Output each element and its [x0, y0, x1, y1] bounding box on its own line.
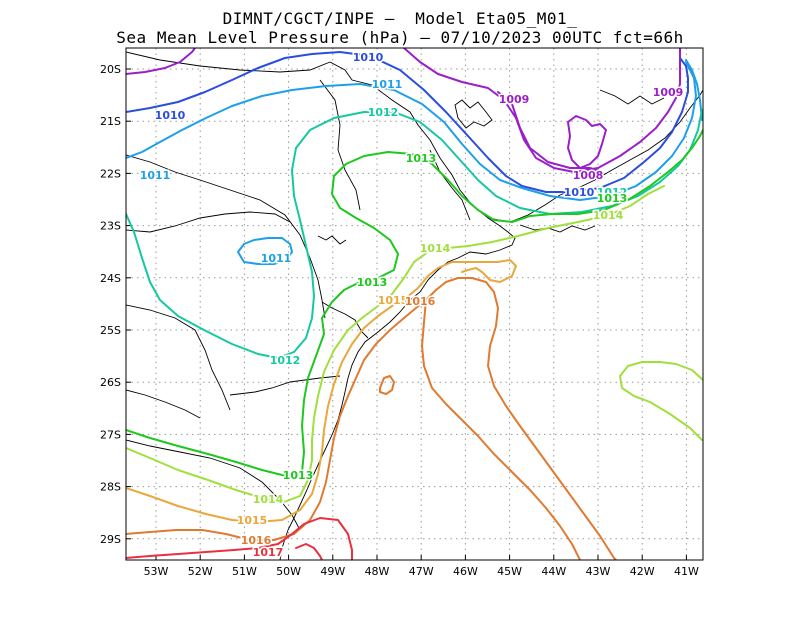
isobar-1010	[126, 51, 689, 193]
contour-label: 1013	[597, 192, 628, 205]
isobar-1017-inner	[295, 543, 323, 560]
contour-label: 1010	[353, 51, 384, 64]
lat-tick-label: 29S	[100, 533, 121, 546]
isobar-1011-east	[685, 59, 703, 121]
contour-label: 1015	[237, 514, 268, 527]
contour-label: 1017	[253, 546, 284, 559]
map-frame	[125, 47, 704, 561]
isobar-1016-loop	[379, 375, 395, 395]
contour-label: 1014	[420, 242, 451, 255]
contour-label: 1016	[241, 534, 272, 547]
lat-tick-label: 26S	[100, 376, 121, 389]
map-subtitle: Sea Mean Level Pressure (hPa) – 07/10/20…	[116, 28, 684, 47]
lon-tick-label: 43W	[586, 565, 611, 578]
lon-tick-label: 44W	[541, 565, 566, 578]
lat-tick-label: 28S	[100, 481, 121, 494]
lon-tick-label: 42W	[630, 565, 655, 578]
contour-label: 1011	[372, 78, 403, 91]
lon-tick-label: 52W	[188, 565, 213, 578]
latitude-labels: 20S 21S 22S 23S 24S 25S 26S 27S 28S 29S	[100, 63, 121, 546]
lon-tick-label: 49W	[320, 565, 345, 578]
isobar-1014-east	[619, 361, 703, 441]
contour-label: 1010	[564, 186, 595, 199]
lon-tick-label: 47W	[409, 565, 434, 578]
contour-label: 1013	[357, 276, 388, 289]
contour-label: 1014	[253, 493, 284, 506]
isobar-1013	[126, 129, 703, 477]
lon-tick-label: 45W	[497, 565, 522, 578]
lat-tick-label: 20S	[100, 63, 121, 76]
lon-tick-label: 41W	[674, 565, 699, 578]
lon-tick-label: 51W	[232, 565, 257, 578]
contour-label: 1014	[593, 209, 624, 222]
contour-label: 1012	[368, 106, 399, 119]
isobar-1015	[126, 259, 517, 523]
contour-label: 1011	[261, 252, 292, 265]
lat-tick-label: 23S	[100, 220, 121, 233]
lon-tick-label: 48W	[365, 565, 390, 578]
coastline-borders	[126, 51, 703, 560]
lon-tick-label: 53W	[144, 565, 169, 578]
isobar-1017	[126, 517, 353, 560]
isobar-1009-loop	[567, 115, 607, 169]
lat-tick-label: 25S	[100, 324, 121, 337]
isobar-1008	[497, 91, 603, 173]
isobar-1012	[126, 109, 703, 359]
lat-tick-label: 21S	[100, 115, 121, 128]
isobar-1016-inner	[421, 299, 581, 560]
isobar-1009-north	[126, 48, 196, 75]
isobar-1014	[126, 185, 665, 503]
contour-label: 1011	[140, 169, 171, 182]
lat-tick-label: 27S	[100, 428, 121, 441]
contour-label: 1015	[378, 294, 409, 307]
contour-label: 1013	[283, 469, 314, 482]
lon-tick-label: 50W	[276, 565, 301, 578]
isobar-1011	[126, 61, 697, 201]
contour-label: 1009	[653, 86, 684, 99]
longitude-labels: 53W 52W 51W 50W 49W 48W 47W 46W 45W 44W 43W 42W 41W	[144, 565, 699, 578]
contour-label: 1013	[406, 152, 437, 165]
contour-label: 1016	[405, 295, 436, 308]
isobar-1011-loop	[237, 237, 293, 265]
contour-label: 1010	[155, 109, 186, 122]
isobar-1009-east	[403, 48, 681, 173]
contour-label: 1008	[573, 169, 604, 182]
isobar-layer	[126, 48, 703, 560]
contour-label: 1012	[597, 186, 628, 199]
lat-tick-label: 22S	[100, 167, 121, 180]
lon-tick-label: 46W	[453, 565, 478, 578]
isobar-1016	[126, 277, 617, 560]
lat-tick-label: 24S	[100, 272, 121, 285]
contour-label: 1009	[499, 93, 530, 106]
map-title: DIMNT/CGCT/INPE – Model Eta05_M01_	[222, 9, 578, 28]
contour-label: 1012	[270, 354, 301, 367]
contour-labels: 1010 1009 1009 1010 1011 1012 1013 1011 …	[138, 50, 685, 561]
